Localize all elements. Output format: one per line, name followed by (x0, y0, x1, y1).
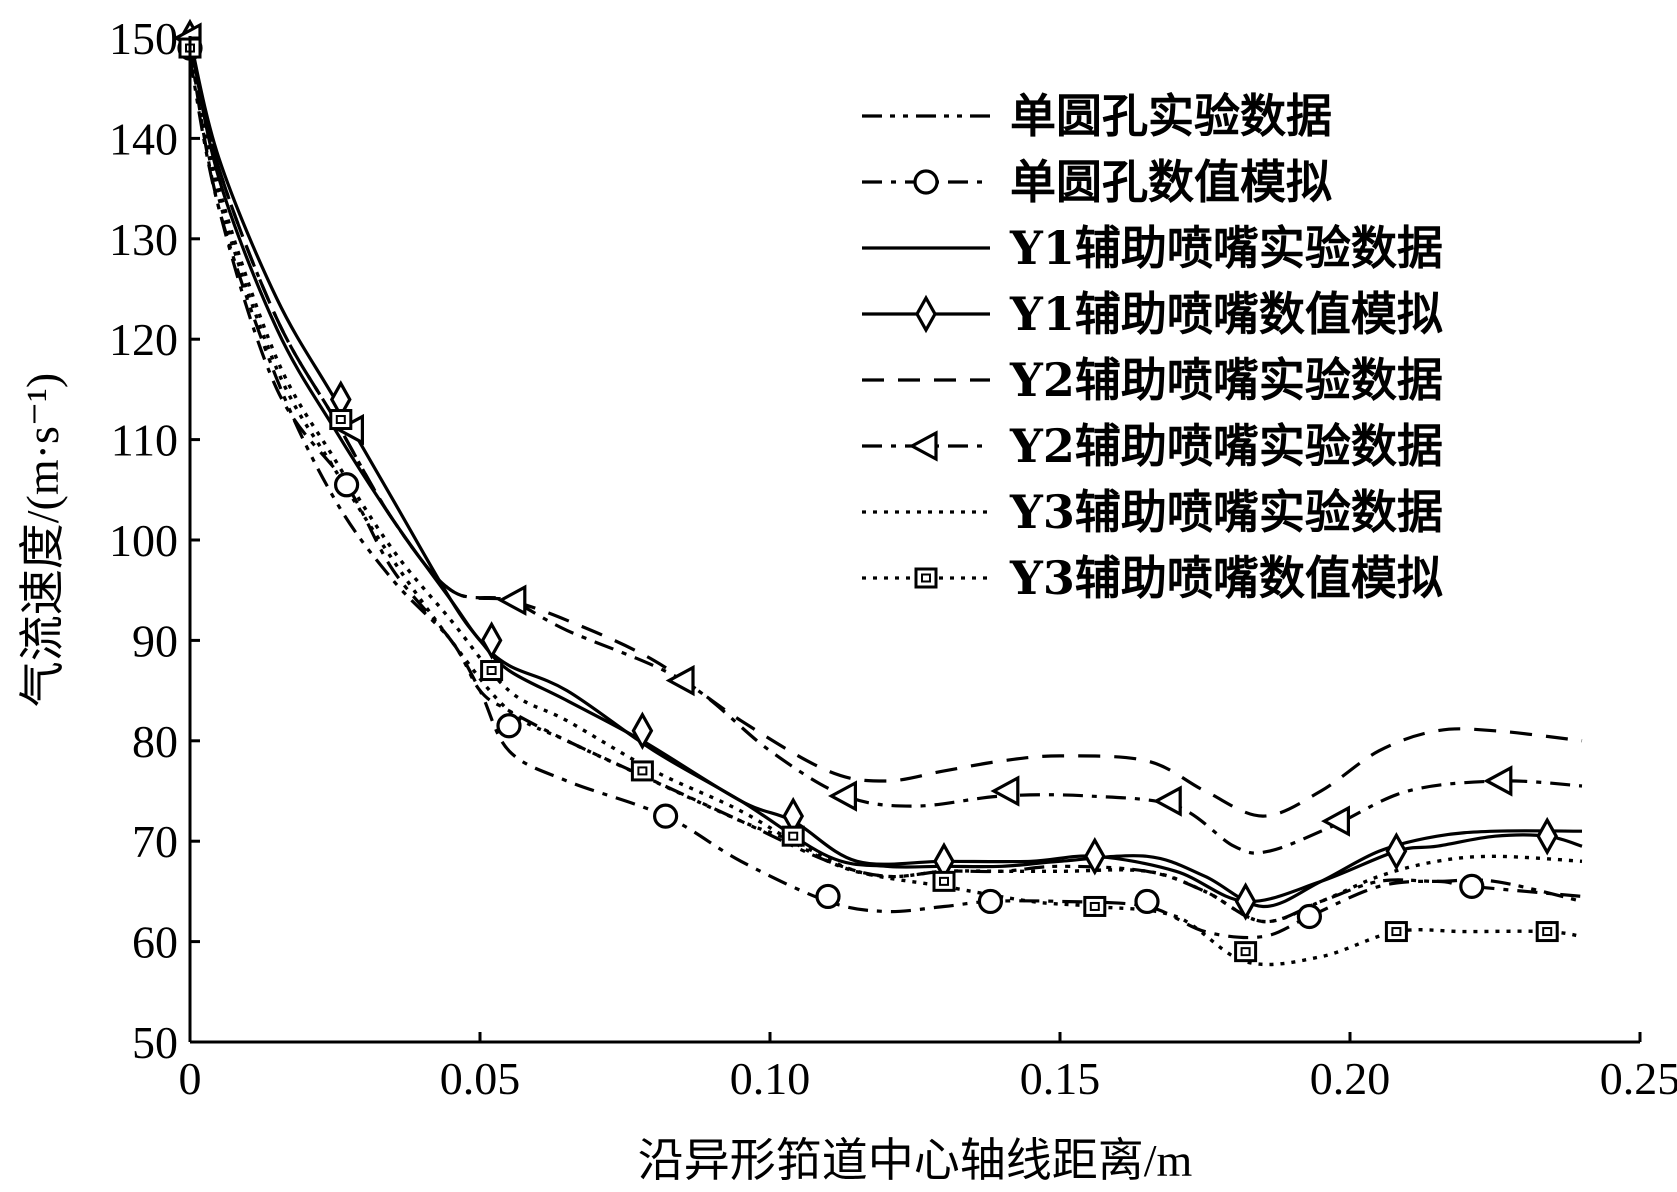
series-6-marker (497, 584, 527, 616)
series-6-marker (828, 780, 858, 812)
series-8-marker (329, 409, 353, 431)
series-4-marker (1536, 816, 1559, 856)
series-6-marker (1321, 805, 1351, 837)
legend-marker (913, 169, 939, 195)
x-axis-title: 沿异形筘道中心轴线距离/m (638, 1135, 1193, 1186)
series-6-marker (1152, 785, 1182, 817)
y-tick-label: 60 (132, 917, 178, 968)
series-8-marker (1384, 921, 1408, 943)
x-tick-label: 0.20 (1310, 1053, 1391, 1104)
series-4-marker (1385, 831, 1408, 871)
legend-label: Y1辅助喷嘴实验数据 (1009, 221, 1443, 275)
legend-label: 单圆孔数值模拟 (1010, 155, 1332, 209)
legend-item: Y2辅助喷嘴实验数据 (862, 353, 1443, 407)
y-axis-title: 气流速度/(m·s⁻¹) (17, 373, 68, 708)
series-4-marker (1234, 882, 1257, 921)
series-6-marker (990, 775, 1020, 807)
y-tick-label: 130 (109, 214, 178, 265)
legend-item: Y3辅助喷嘴实验数据 (862, 485, 1443, 539)
series-4-marker (1083, 836, 1106, 876)
series-8-marker (781, 825, 805, 847)
series-line-8 (188, 47, 1583, 967)
series-8-marker (480, 660, 504, 682)
legend-item: Y1辅助喷嘴实验数据 (862, 221, 1443, 275)
y-tick-label: 100 (109, 515, 178, 566)
series-8-marker (1083, 895, 1107, 917)
legend-item: Y1辅助喷嘴数值模拟 (862, 287, 1443, 341)
legend-marker (915, 294, 937, 334)
legend-label: Y2辅助喷嘴实验数据 (1009, 419, 1443, 473)
series-8-marker (630, 760, 654, 782)
series-2-marker (334, 472, 360, 498)
legend-item: 单圆孔实验数据 (862, 89, 1332, 143)
y-tick-label: 70 (132, 816, 178, 867)
legend-label: Y1辅助喷嘴数值模拟 (1009, 287, 1443, 341)
y-tick-label: 50 (132, 1017, 178, 1068)
y-tick-label: 90 (132, 615, 178, 666)
x-tick-label: 0.10 (730, 1053, 811, 1104)
legend-marker (914, 567, 938, 589)
series-2-marker (977, 888, 1004, 915)
y-tick-label: 110 (111, 415, 178, 466)
x-tick-label: 0.25 (1600, 1053, 1677, 1104)
ticks: 0 0.05 0.10 0.15 0.20 0.25 50 60 70 80 90 100 110 120… (109, 13, 1677, 1104)
y-tick-label: 120 (109, 314, 178, 365)
y-tick-label: 140 (109, 113, 178, 164)
series-line-7 (188, 47, 1583, 924)
legend-item: 单圆孔数值模拟 (862, 155, 1332, 209)
x-tick-label: 0.15 (1020, 1053, 1101, 1104)
series-4-marker (480, 621, 503, 660)
series-2-marker (1459, 873, 1485, 899)
legend-label: 单圆孔实验数据 (1010, 89, 1332, 143)
series-2-marker (815, 883, 841, 910)
legend-label: Y3辅助喷嘴数值模拟 (1009, 551, 1443, 605)
legend-item: Y3辅助喷嘴数值模拟 (862, 551, 1443, 605)
legend-label: Y2辅助喷嘴实验数据 (1009, 353, 1443, 407)
series-2-marker (1296, 903, 1323, 930)
series-4-marker (631, 711, 654, 751)
series-2-marker (1134, 888, 1160, 915)
series-8-marker (1535, 921, 1559, 943)
y-tick-label: 150 (109, 13, 178, 64)
series-8-marker (932, 870, 956, 892)
series-6-marker (1483, 765, 1513, 797)
series-2-marker (496, 713, 522, 739)
y-tick-label: 80 (132, 716, 178, 767)
series-8-marker (1234, 941, 1258, 963)
series-2-marker (652, 803, 679, 829)
legend-item: Y2辅助喷嘴实验数据 (862, 419, 1443, 473)
plot-markers (172, 18, 1559, 963)
legend-marker (908, 430, 938, 462)
legend-label: Y3辅助喷嘴实验数据 (1009, 485, 1443, 539)
series-6-marker (665, 664, 695, 697)
series-line-1 (188, 57, 1583, 924)
x-tick-label: 0.05 (440, 1053, 521, 1104)
x-tick-label: 0 (179, 1053, 202, 1104)
